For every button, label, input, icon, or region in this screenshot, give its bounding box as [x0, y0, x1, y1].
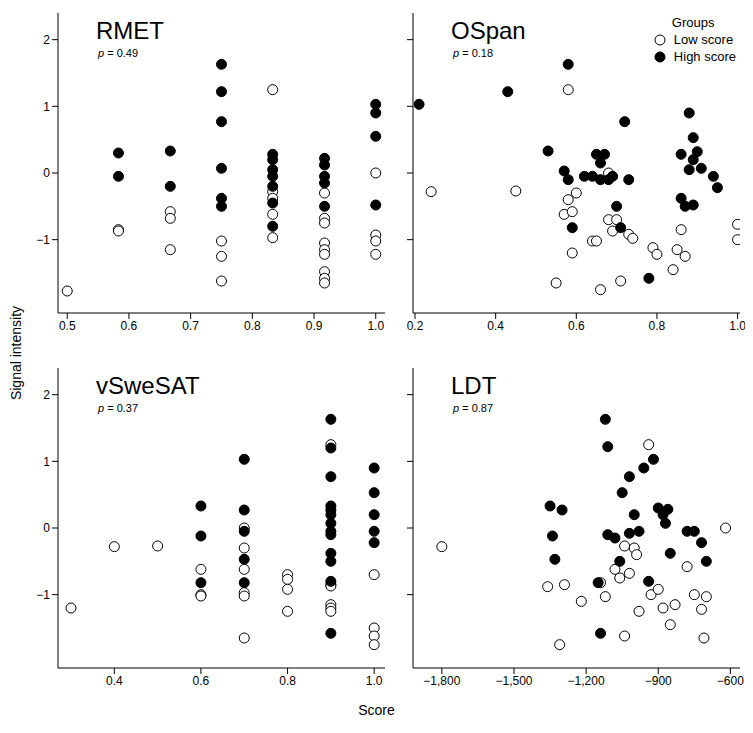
svg-text:1: 1: [43, 100, 50, 114]
svg-text:0.4: 0.4: [106, 674, 123, 688]
html-text:Score: Score: [358, 702, 395, 718]
svg-text:0.8: 0.8: [279, 674, 296, 688]
html-text:p = 0.37: p = 0.37: [98, 402, 139, 414]
svg-text:0.7: 0.7: [182, 319, 199, 333]
html-text:p = 0.87: p = 0.87: [453, 402, 494, 414]
html-text:vSweSAT: vSweSAT: [96, 372, 200, 399]
html-text:p = 0.18: p = 0.18: [453, 47, 494, 59]
svg-text:0.5: 0.5: [59, 319, 76, 333]
svg-text:0.6: 0.6: [121, 319, 138, 333]
svg-text:0.6: 0.6: [568, 319, 585, 333]
svg-text:−600: −600: [717, 674, 744, 688]
html-text:RMET: RMET: [96, 17, 164, 44]
svg-text:0.6: 0.6: [193, 674, 210, 688]
svg-text:0: 0: [43, 166, 50, 180]
svg-text:1.0: 1.0: [729, 319, 745, 333]
svg-text:0.4: 0.4: [487, 319, 504, 333]
html-text:LDT: LDT: [451, 372, 497, 399]
svg-text:0: 0: [43, 521, 50, 535]
svg-text:−1: −1: [36, 588, 50, 602]
svg-text:−1,200: −1,200: [568, 674, 605, 688]
svg-text:0.2: 0.2: [407, 319, 424, 333]
svg-text:1: 1: [43, 455, 50, 469]
html-text:Low score: Low score: [673, 32, 734, 47]
svg-text:−1,500: −1,500: [495, 674, 532, 688]
svg-text:−900: −900: [645, 674, 672, 688]
svg-text:0.8: 0.8: [649, 319, 666, 333]
svg-text:1.0: 1.0: [367, 319, 384, 333]
svg-text:0.9: 0.9: [306, 319, 323, 333]
html-text:Signal intensity: Signal intensity: [8, 305, 24, 401]
svg-text:2: 2: [43, 33, 50, 47]
svg-text:1.0: 1.0: [366, 674, 383, 688]
html-text:OSpan: OSpan: [451, 17, 526, 44]
svg-text:−1,800: −1,800: [423, 674, 460, 688]
svg-text:2: 2: [43, 388, 50, 402]
html-text:High score: High score: [673, 49, 736, 64]
html-text:Groups: Groups: [671, 15, 715, 30]
svg-text:0.8: 0.8: [244, 319, 261, 333]
html-text:p = 0.49: p = 0.49: [98, 47, 139, 59]
svg-text:−1: −1: [36, 233, 50, 247]
